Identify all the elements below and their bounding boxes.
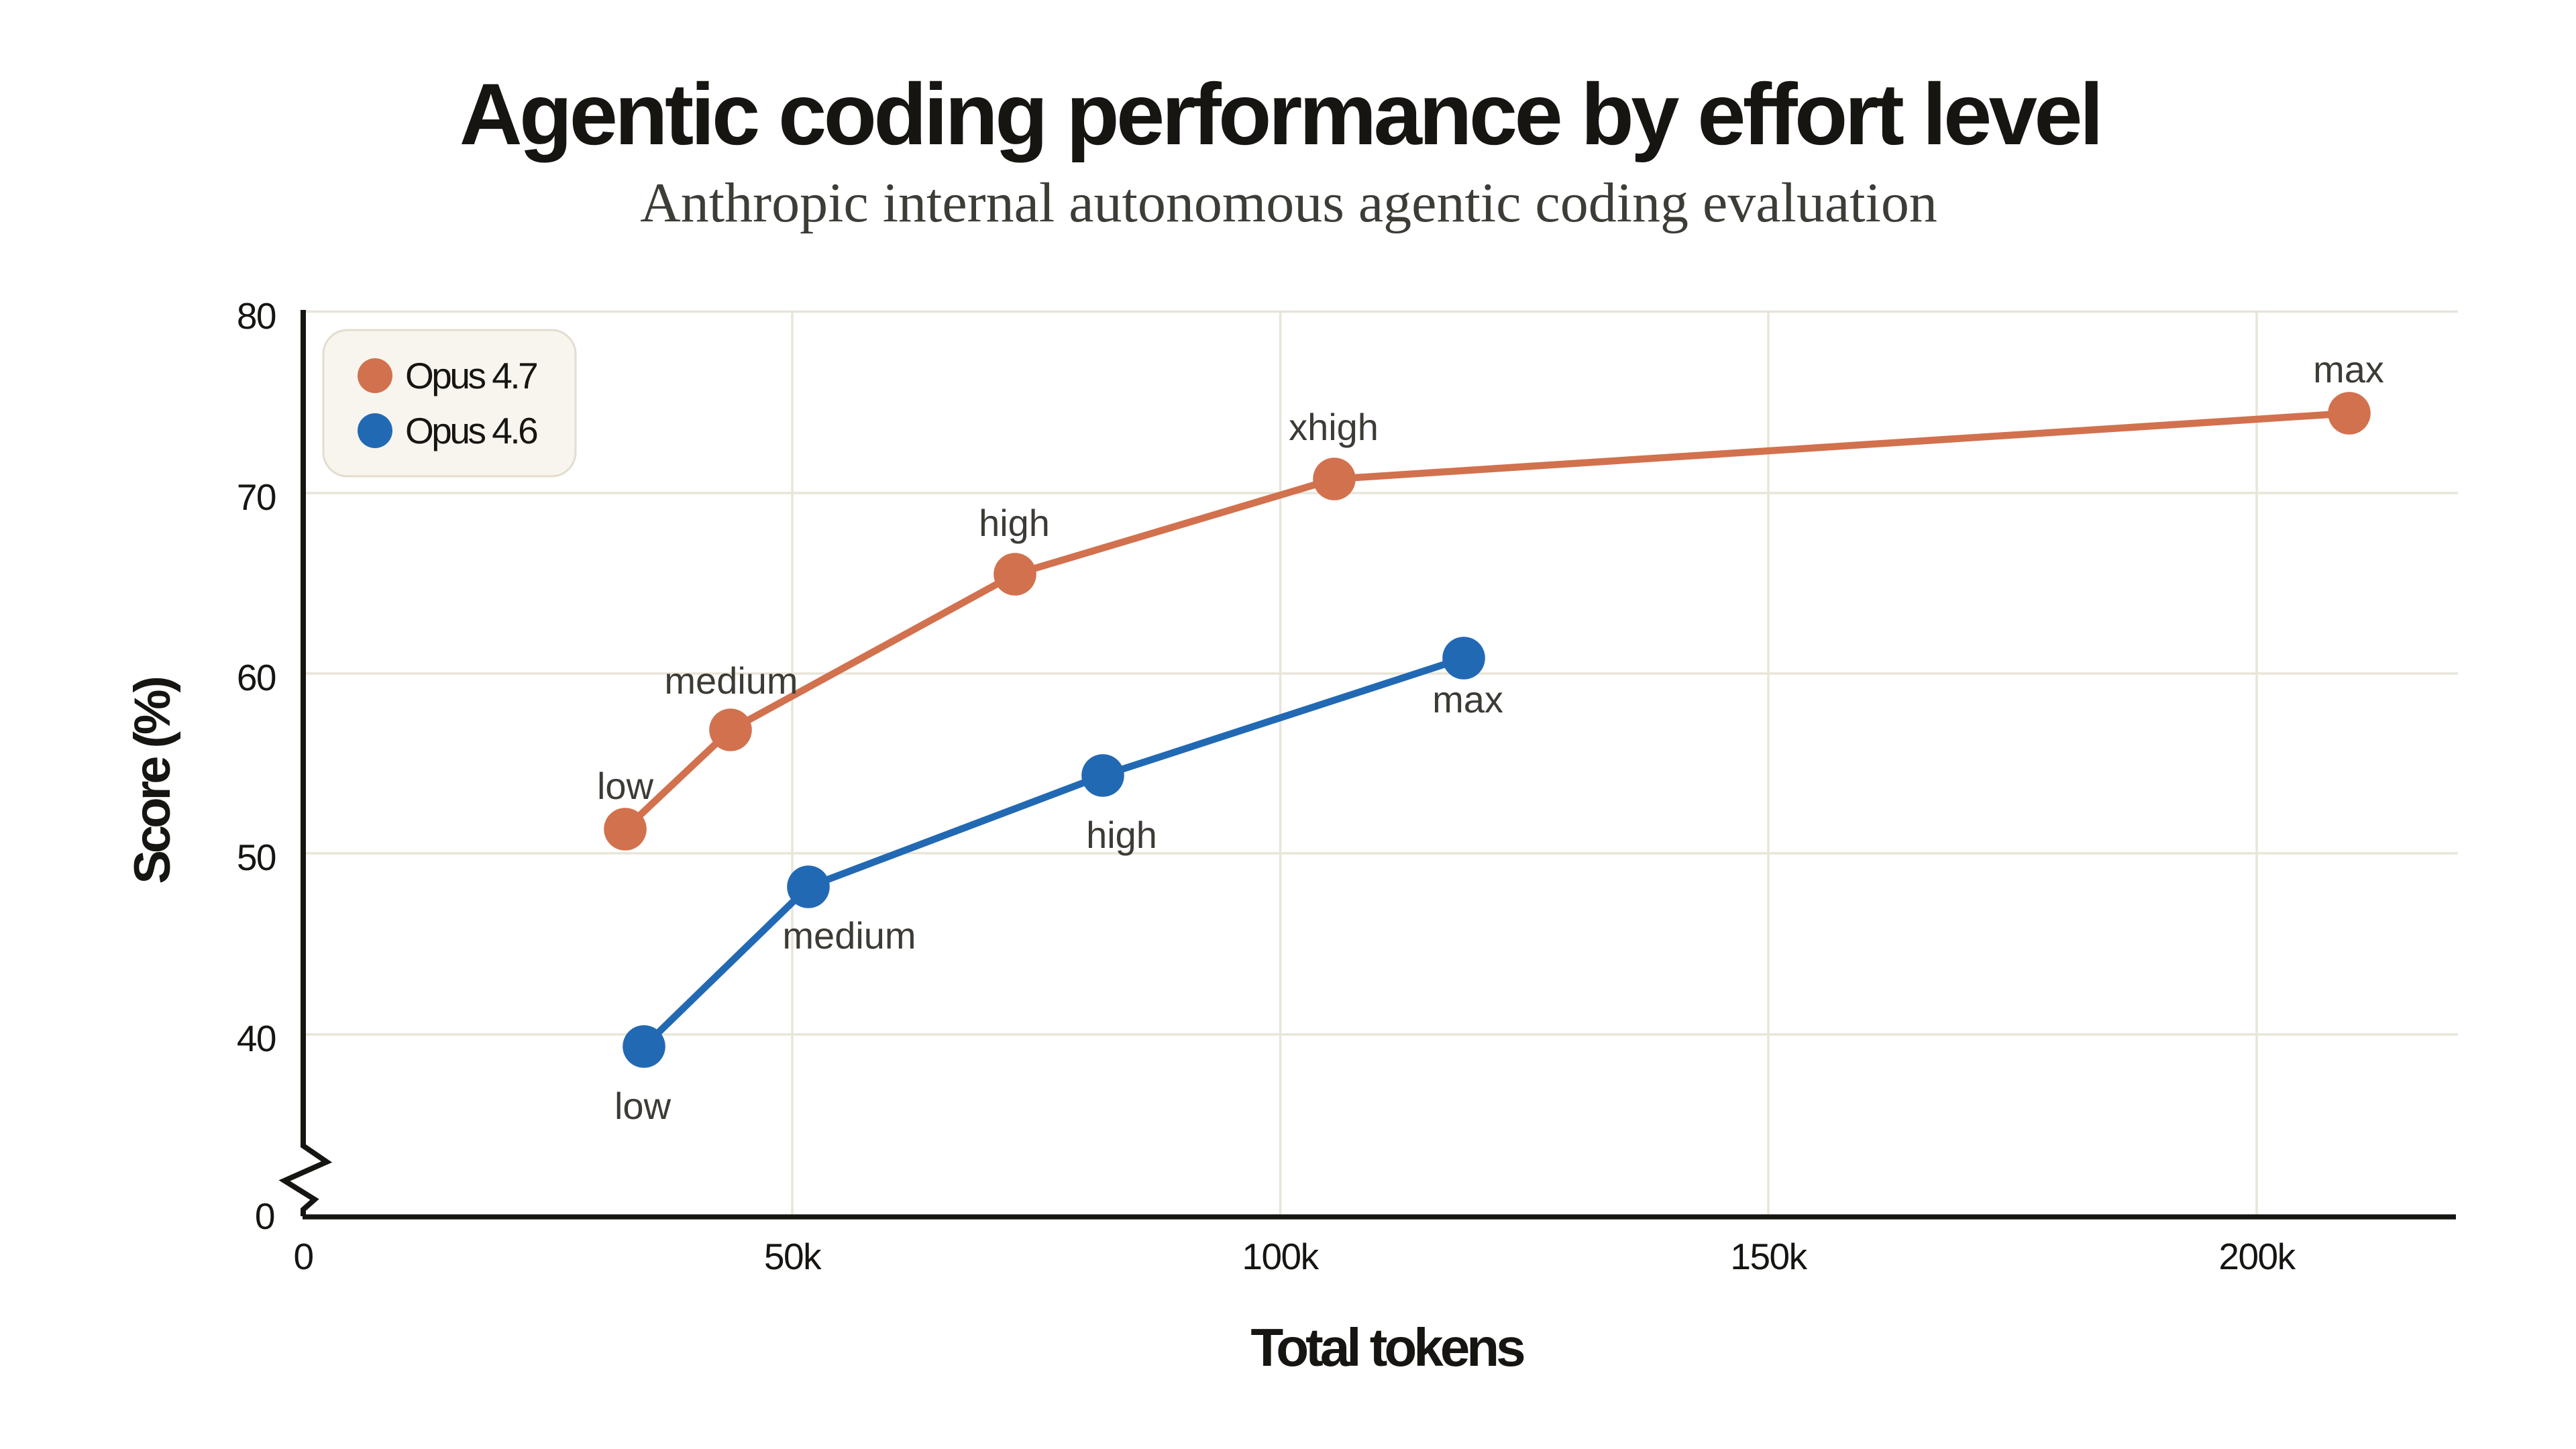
svg-text:Opus 4.6: Opus 4.6 [405, 410, 537, 451]
svg-text:40: 40 [237, 1018, 276, 1059]
svg-text:xhigh: xhigh [1289, 406, 1379, 448]
svg-text:low: low [614, 1085, 672, 1127]
svg-text:Opus 4.7: Opus 4.7 [405, 355, 537, 396]
svg-text:Total tokens: Total tokens [1250, 1318, 1524, 1377]
svg-text:100k: 100k [1242, 1236, 1319, 1277]
svg-text:low: low [597, 765, 654, 807]
svg-text:50: 50 [237, 837, 276, 878]
svg-text:medium: medium [782, 914, 916, 957]
svg-text:Score (%): Score (%) [124, 678, 181, 884]
svg-text:max: max [1432, 678, 1503, 720]
svg-text:200k: 200k [2218, 1236, 2296, 1277]
svg-text:Anthropic internal autonomous: Anthropic internal autonomous agentic co… [640, 172, 1937, 234]
svg-text:Agentic coding performance by: Agentic coding performance by effort lev… [460, 65, 2100, 163]
svg-text:medium: medium [664, 659, 798, 702]
svg-text:high: high [979, 502, 1050, 544]
svg-text:0: 0 [255, 1195, 274, 1237]
svg-text:50k: 50k [764, 1236, 822, 1277]
svg-text:80: 80 [237, 295, 276, 337]
svg-text:150k: 150k [1730, 1236, 1807, 1277]
svg-text:max: max [2313, 348, 2384, 390]
svg-text:60: 60 [237, 657, 276, 698]
svg-text:high: high [1086, 814, 1157, 856]
svg-text:70: 70 [237, 476, 276, 518]
svg-text:0: 0 [293, 1236, 313, 1277]
